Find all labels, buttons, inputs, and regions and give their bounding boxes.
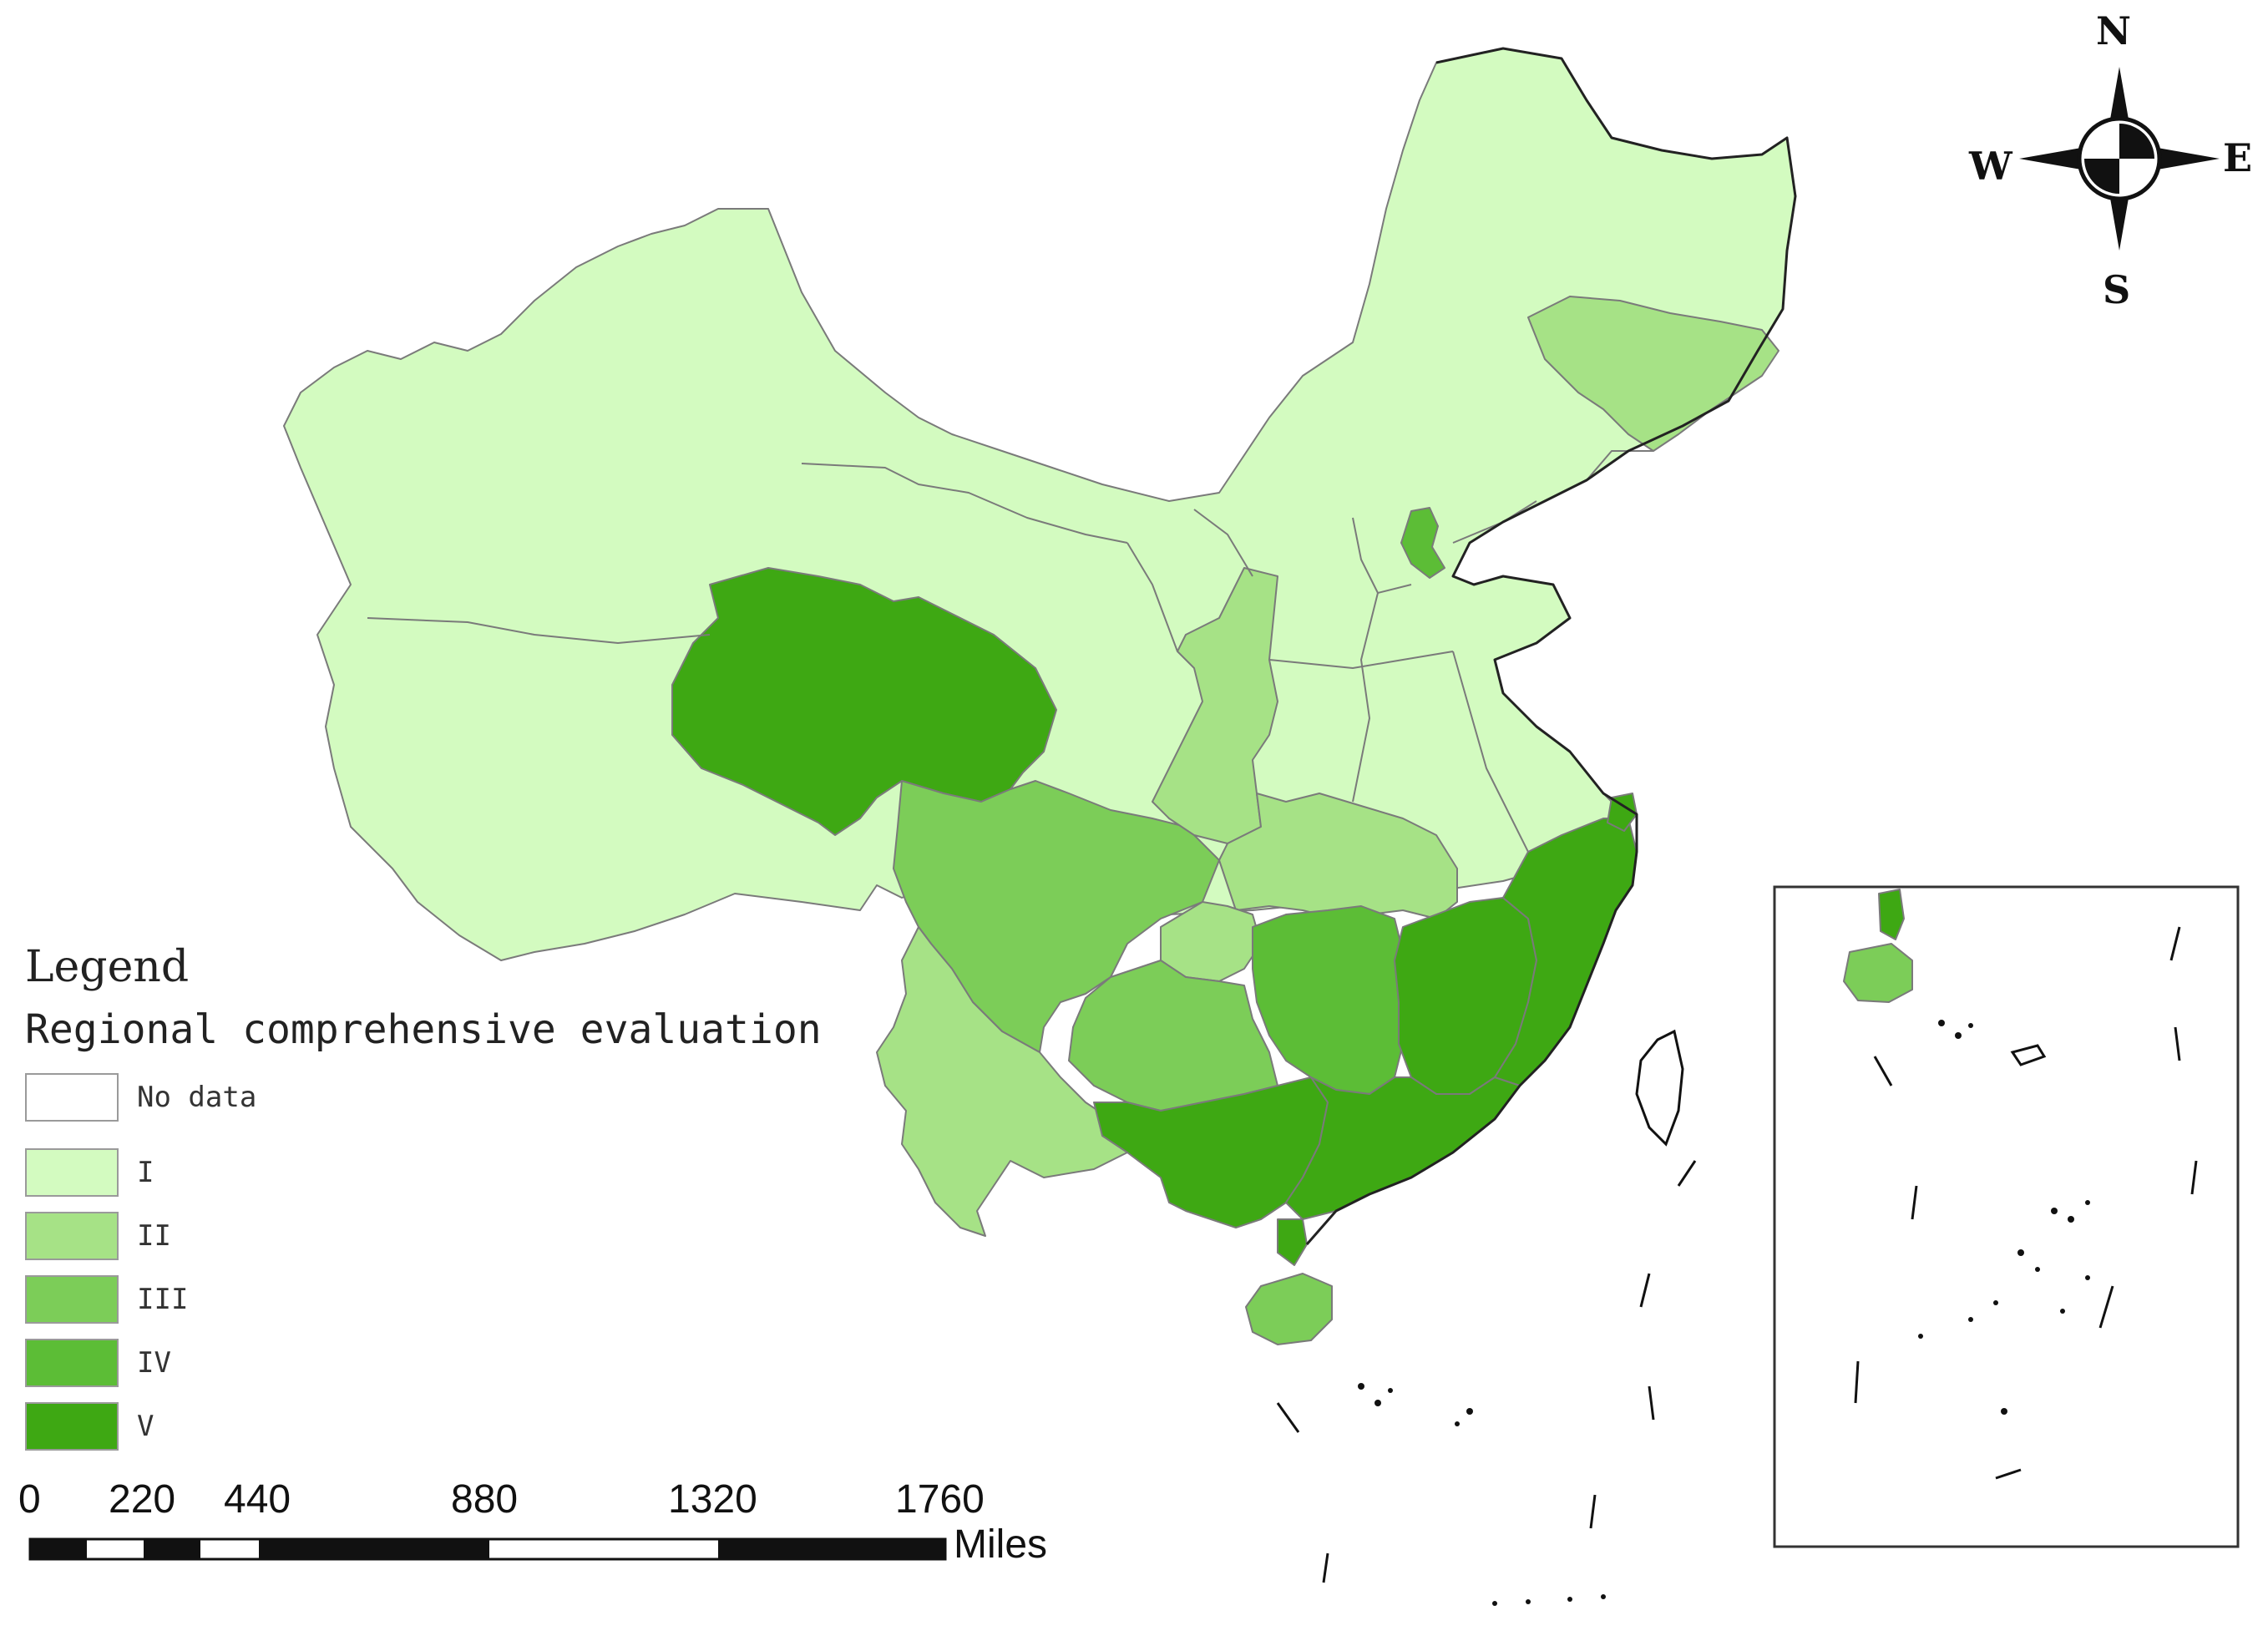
compass-west-label: W — [1969, 144, 2012, 189]
region-henan-hubei — [1218, 793, 1458, 919]
region-beijing — [1400, 507, 1445, 579]
legend-swatch — [25, 1212, 119, 1260]
legend-label: II — [137, 1219, 171, 1253]
region-chongqing — [1160, 901, 1262, 982]
inset-frame — [1773, 885, 2240, 1548]
boundary-lines — [367, 450, 1653, 853]
legend-item-class-iii: III — [25, 1274, 188, 1325]
island-dots — [1358, 1383, 1606, 1606]
scale-bar-units: Miles — [954, 1522, 1048, 1567]
compass-south-label: S — [2103, 267, 2131, 312]
scale-tick-label: 880 — [451, 1477, 519, 1522]
legend-item-no-data: No data — [25, 1071, 256, 1123]
legend-swatch — [25, 1148, 119, 1197]
legend-item-class-ii: II — [25, 1210, 171, 1262]
region-hunan — [1252, 905, 1404, 1095]
legend-swatch — [25, 1275, 119, 1324]
legend-label: V — [137, 1410, 154, 1443]
nine-dash-line — [1276, 1160, 1697, 1583]
scale-tick-label: 1320 — [668, 1477, 757, 1522]
compass-north-label: N — [2096, 8, 2132, 53]
scale-bar — [28, 1537, 947, 1561]
scale-tick-label: 1760 — [895, 1477, 985, 1522]
legend-item-class-v: V — [25, 1400, 154, 1452]
region-shaanxi — [1152, 567, 1278, 844]
legend-swatch — [25, 1073, 119, 1122]
region-jilin — [1527, 296, 1779, 452]
scale-tick-label: 0 — [18, 1477, 41, 1522]
legend-label: I — [137, 1156, 154, 1189]
legend-item-class-iv: IV — [25, 1337, 171, 1389]
legend-title: Legend — [25, 942, 190, 992]
region-leizhou — [1277, 1218, 1308, 1266]
taiwan-outline — [1635, 1029, 1684, 1147]
legend-item-class-i: I — [25, 1147, 154, 1198]
legend-swatch — [25, 1339, 119, 1387]
coastline-outline — [1305, 47, 1797, 1245]
compass-east-label: E — [2223, 135, 2253, 180]
region-shanghai — [1607, 793, 1638, 832]
region-yunnan — [876, 926, 1128, 1237]
legend-subtitle: Regional comprehensive evaluation — [25, 1006, 822, 1053]
scale-tick-label: 220 — [109, 1477, 176, 1522]
region-hainan — [1245, 1273, 1333, 1345]
legend-swatch — [25, 1402, 119, 1451]
legend-label: III — [137, 1283, 189, 1316]
legend-label: IV — [137, 1346, 171, 1380]
compass-rose — [2019, 67, 2220, 251]
scale-tick-label: 440 — [224, 1477, 291, 1522]
legend-label: No data — [137, 1081, 257, 1114]
inset-map — [1843, 889, 2198, 1480]
